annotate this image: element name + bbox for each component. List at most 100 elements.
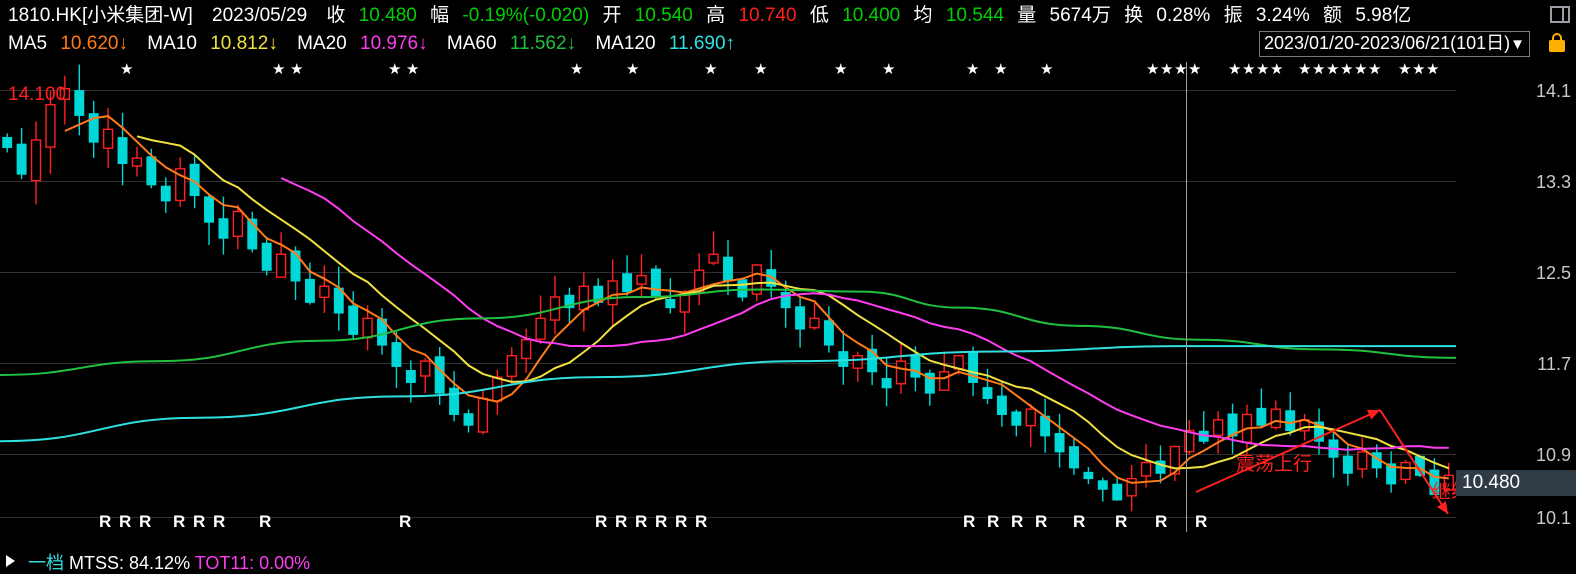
gridline	[0, 363, 1456, 364]
star-marker: ★	[1146, 62, 1160, 78]
ma5-direction: ↓	[118, 33, 128, 54]
r-marker: R	[595, 512, 608, 531]
star-marker: ★	[1270, 62, 1284, 78]
r-marker: R	[695, 512, 708, 531]
star-marker: ★	[882, 62, 896, 78]
star-marker: ★	[1040, 62, 1054, 78]
axis-tick: 12.5	[1535, 263, 1571, 283]
indicator-bar[interactable]: 一档 MTSS: 84.12% TOT11: 0.00%	[0, 552, 1576, 574]
star-marker: ★	[754, 62, 768, 78]
star-marker: ★	[388, 62, 402, 78]
star-marker: ★	[272, 62, 286, 78]
star-marker: ★	[1160, 62, 1174, 78]
r-marker: R	[1035, 512, 1048, 531]
ma60-label: MA60	[446, 33, 497, 54]
r-marker: R	[119, 512, 132, 531]
amplitude-value: 3.24%	[1255, 5, 1310, 26]
star-marker: ★	[1174, 62, 1188, 78]
ma-legend-row: MA5 10.620↓ MA10 10.812↓ MA20 10.976↓ MA…	[8, 33, 735, 55]
current-price-badge: 10.480	[1456, 470, 1576, 496]
r-marker: R	[399, 512, 412, 531]
star-marker: ★	[704, 62, 718, 78]
quote-header-row-1: 1810.HK[小米集团-W] 2023/05/29 收 10.480 幅 -0…	[8, 5, 1411, 27]
gridline	[0, 90, 1456, 91]
open-value: 10.540	[634, 5, 693, 26]
r-marker: R	[139, 512, 152, 531]
r-marker: R	[655, 512, 668, 531]
lock-icon[interactable]	[1546, 32, 1568, 54]
date-range-selector[interactable]: 2023/01/20-2023/06/21(101日)▼	[1258, 31, 1530, 57]
gridline	[0, 517, 1456, 518]
open-label: 开	[602, 5, 622, 26]
star-marker: ★	[1354, 62, 1368, 78]
r-marker: R	[615, 512, 628, 531]
high-value: 10.740	[738, 5, 797, 26]
star-marker: ★	[1326, 62, 1340, 78]
date-range-text: 2023/01/20-2023/06/21(101日)	[1263, 33, 1511, 53]
ma20-direction: ↓	[418, 33, 428, 54]
window-icon[interactable]	[1550, 6, 1570, 23]
gridline	[0, 181, 1456, 182]
axis-tick: 11.7	[1537, 354, 1571, 374]
low-label: 低	[809, 5, 829, 26]
turnover-rate-label: 换	[1124, 5, 1144, 26]
quote-header: 1810.HK[小米集团-W] 2023/05/29 收 10.480 幅 -0…	[0, 0, 1576, 62]
star-marker: ★	[1242, 62, 1256, 78]
star-marker: ★	[1398, 62, 1412, 78]
volume-value: 5674万	[1049, 5, 1111, 26]
indicator-text: 一档 MTSS: 84.12% TOT11: 0.00%	[28, 552, 310, 574]
low-value: 10.400	[842, 5, 901, 26]
star-marker: ★	[1188, 62, 1202, 78]
ma10-label: MA10	[147, 33, 197, 54]
r-marker: R	[1115, 512, 1128, 531]
r-marker: R	[99, 512, 112, 531]
change-label: 幅	[430, 5, 450, 26]
annotation-oscillate-up: 震荡上行	[1236, 454, 1313, 475]
star-marker: ★	[626, 62, 640, 78]
indicator-label-2: MTSS: 84.12%	[69, 553, 191, 573]
high-label: 高	[706, 5, 726, 26]
star-marker: ★	[1426, 62, 1440, 78]
r-marker: R	[193, 512, 206, 531]
axis-tick: 13.3	[1535, 172, 1571, 192]
star-marker: ★	[406, 62, 420, 78]
turnover-rate-value: 0.28%	[1156, 5, 1211, 26]
ma10-value: 10.812	[210, 33, 269, 54]
amount-value: 5.98亿	[1355, 5, 1412, 26]
amplitude-label: 振	[1223, 5, 1243, 26]
quote-date: 2023/05/29	[212, 5, 308, 26]
r-marker: R	[1011, 512, 1024, 531]
star-marker: ★	[1256, 62, 1270, 78]
ma10-direction: ↓	[268, 33, 278, 54]
ma20-label: MA20	[297, 33, 347, 54]
axis-tick: 10.9	[1535, 445, 1571, 465]
ma5-label: MA5	[8, 33, 48, 54]
ma60-value: 11.562	[509, 33, 567, 54]
star-marker: ★	[1312, 62, 1326, 78]
star-marker: ★	[966, 62, 980, 78]
star-marker: ★	[1298, 62, 1312, 78]
star-marker: ★	[570, 62, 584, 78]
indicator-label-3: TOT11: 0.00%	[194, 553, 311, 573]
axis-tick: 10.1	[1535, 508, 1571, 528]
star-marker: ★	[834, 62, 848, 78]
play-arrow-icon[interactable]	[6, 555, 15, 567]
star-marker-row: ★ ★ ★ ★ ★ ★ ★ ★ ★ ★ ★ ★ ★ ★ ★ ★ ★ ★ ★ ★ ★ ★ ★ ★ ★ ★ ★ ★ ★ ★ ★	[0, 62, 1456, 80]
star-marker: ★	[1340, 62, 1354, 78]
r-marker: R	[1155, 512, 1168, 531]
gridline	[0, 454, 1456, 455]
chevron-down-icon: ▼	[1510, 36, 1525, 53]
r-marker: R	[987, 512, 1000, 531]
r-marker: R	[259, 512, 272, 531]
ma120-label: MA120	[595, 33, 656, 54]
annotation-continue-down: 继续下行	[1432, 482, 1456, 503]
star-marker: ★	[1228, 62, 1242, 78]
avg-value: 10.544	[945, 5, 1004, 26]
volume-label: 量	[1017, 5, 1037, 26]
r-marker: R	[963, 512, 976, 531]
close-label: 收	[326, 5, 346, 26]
amount-label: 额	[1323, 5, 1343, 26]
